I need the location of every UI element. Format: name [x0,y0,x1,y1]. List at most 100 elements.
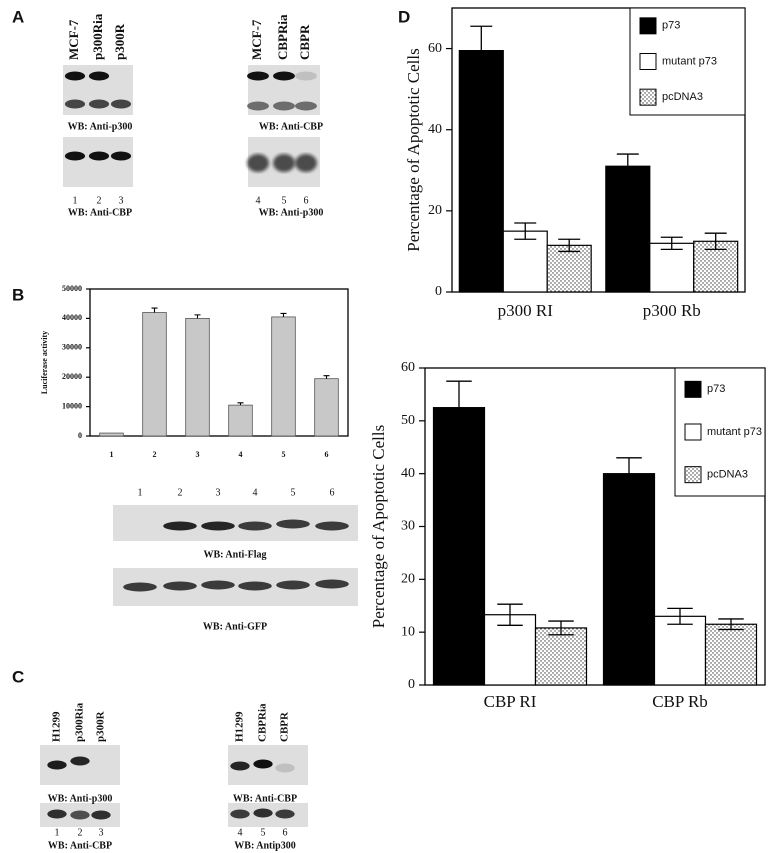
lane-number: 2 [97,195,102,206]
legend-label: p73 [662,20,680,32]
x-tick-label: 1 [110,450,114,459]
error-bar [497,603,523,626]
y-tick-label: 10000 [62,401,82,410]
lane-number: 1 [55,827,60,838]
bar [649,242,695,293]
lane-number: 4 [253,487,258,498]
error-bar [237,402,244,406]
blot-caption: WB: Anti-GFP [203,621,267,632]
plot-frame [451,7,746,293]
legend-label: p73 [707,383,725,395]
y-tick-label: 10 [401,624,415,639]
blot-caption: WB: Anti-p300 [68,121,133,132]
error-bar [660,236,683,251]
bar [605,165,651,293]
blot-band [295,71,317,81]
legend-swatch [639,88,657,106]
blot-band [70,810,90,820]
blot-band [110,151,132,161]
y-tick-label: 50 [401,413,415,428]
blot-band [238,521,272,531]
y-tick-label: 20 [401,572,415,587]
blot-band [295,101,317,111]
blot-band [88,71,110,81]
y-axis-label: Luciferase activity [40,331,49,394]
error-bar [667,607,693,625]
blot-band [273,154,295,172]
blot-caption: WB: Anti-CBP [68,207,132,218]
x-tick-label: 5 [282,450,286,459]
error-bar [548,620,574,636]
lane-number: 5 [291,487,296,498]
bar [534,627,588,686]
blot-band [253,759,273,769]
bar [99,432,124,437]
blot-band [230,761,250,771]
blot-band [273,71,295,81]
lane-label: CBPRia [275,14,290,60]
plot-frame [89,288,349,437]
error-bar [194,314,201,319]
blot-band [201,580,235,590]
y-tick-label: 30000 [62,343,82,352]
blot-band [276,519,310,529]
lane-number: 2 [78,827,83,838]
panel-label: A [12,7,24,26]
blot-band [273,101,295,111]
bar [142,312,167,437]
bar [432,407,486,686]
lane-number: 6 [330,487,335,498]
lane-number: 1 [138,487,143,498]
legend-swatch [639,53,657,70]
error-bar [280,312,287,317]
blot-band [88,99,110,109]
bar [653,615,707,686]
blot-caption: WB: Anti-p300 [48,793,113,804]
lane-number: 4 [238,827,243,838]
lane-label: CBPR [297,24,312,60]
y-tick-label: 60 [428,41,442,56]
blot-caption: WB: Anti-CBP [233,793,297,804]
blot-caption: WB: Anti-CBP [48,840,112,851]
y-tick-label: 20 [428,203,442,218]
x-tick-label: 2 [153,450,157,459]
y-axis-label: Percentage of Apoptotic Cells [404,48,423,251]
blot-band [276,580,310,590]
blot-band [247,101,269,111]
x-tick-label: CBP Rb [652,692,708,711]
blot-band [64,151,86,161]
blot-caption: WB: Anti-p300 [259,207,324,218]
blot-band [230,809,250,819]
y-tick-label: 60 [401,360,415,375]
blot-band [91,810,111,820]
lane-number: 3 [99,827,104,838]
blot-band [315,579,349,589]
blot-band [163,521,197,531]
blot-band [70,756,90,766]
x-tick-label: CBP RI [484,692,537,711]
y-tick-label: 0 [78,431,82,440]
blot-band [110,99,132,109]
bar [185,317,210,437]
blot-band [238,581,272,591]
error-bar [718,618,744,631]
lane-number: 1 [73,195,78,206]
lane-number: 5 [261,827,266,838]
x-tick-label: 3 [196,450,200,459]
panel-label: C [12,667,24,686]
y-tick-label: 30 [401,519,415,534]
blot-band [64,71,86,81]
legend-label: pcDNA3 [707,469,748,481]
error-bar [151,307,158,313]
blot-caption: WB: Anti-Flag [203,549,266,560]
blot-band [315,521,349,531]
x-tick-label: 6 [325,450,329,459]
error-bar [470,25,493,76]
blot-band [47,809,67,819]
error-bar [558,238,581,253]
legend-swatch [684,380,702,398]
bar [271,316,296,437]
blot-band [88,151,110,161]
bar [704,623,758,686]
